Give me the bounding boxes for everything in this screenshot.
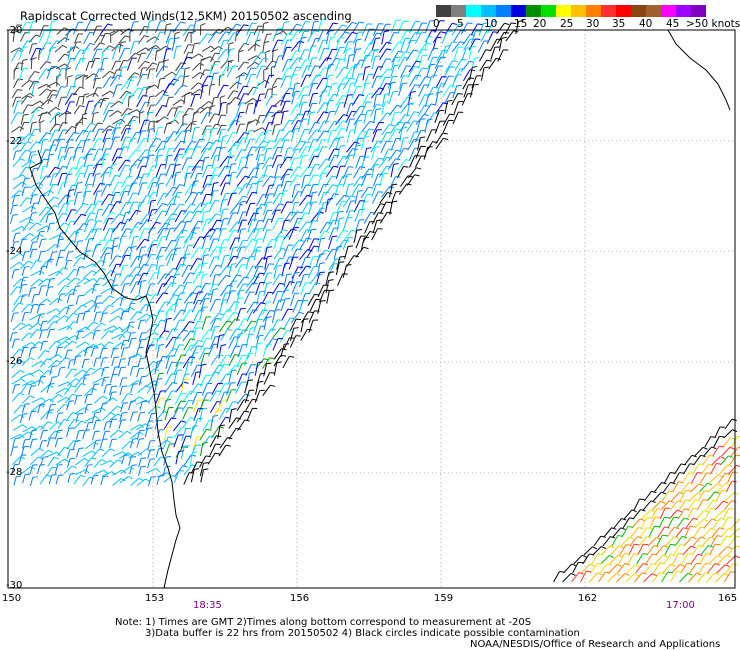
lon-label: 162 [578, 593, 598, 604]
legend-swatches [436, 5, 736, 17]
footnote-credit: NOAA/NESDIS/Office of Research and Appli… [470, 639, 721, 650]
legend-label: 35 [612, 18, 626, 30]
legend-swatch [616, 5, 631, 17]
legend-swatch [496, 5, 511, 17]
legend-label: >50 knots [686, 18, 740, 30]
chart-title: Rapidscat Corrected Winds(12.5KM) 201505… [20, 9, 352, 23]
legend-swatch [466, 5, 481, 17]
lat-label: -22 [6, 136, 23, 147]
legend-label: 0 [433, 18, 440, 30]
legend-labels: 0 5 10 15 20 25 30 35 40 45 >50 knots [433, 17, 740, 31]
legend-swatch [571, 5, 586, 17]
sea-wind-barbs [10, 18, 524, 485]
legend-label: 5 [457, 18, 464, 30]
swath-time-label: 17:00 [666, 600, 695, 611]
lon-label: 153 [145, 593, 165, 604]
new-caledonia-outline [667, 29, 731, 111]
land-wind-barbs [9, 21, 288, 487]
legend-label: 15 [514, 18, 528, 30]
lon-label: 159 [434, 593, 454, 604]
second-swath-barbs [553, 418, 740, 583]
legend-swatch [631, 5, 646, 17]
legend-swatch [451, 5, 466, 17]
legend-label: 25 [560, 18, 574, 30]
legend-swatch [661, 5, 676, 17]
legend-swatch [511, 5, 526, 17]
legend-swatch [436, 5, 451, 17]
legend-swatch [586, 5, 601, 17]
lat-label: -24 [6, 246, 23, 257]
legend-swatch [601, 5, 616, 17]
legend-swatch [691, 5, 706, 17]
legend-label: 20 [533, 18, 547, 30]
coastline [29, 149, 181, 589]
legend-swatch [646, 5, 661, 17]
lon-label: 156 [290, 593, 310, 604]
lat-label: -26 [6, 356, 23, 367]
lat-label: -30 [6, 580, 23, 591]
legend-swatch [676, 5, 691, 17]
legend-label: 40 [639, 18, 653, 30]
lon-label: 165 [718, 593, 738, 604]
lat-label: -28 [6, 467, 23, 478]
lat-label: -20 [6, 25, 23, 36]
footnote-line-1: Note: 1) Times are GMT 2)Times along bot… [115, 617, 532, 628]
legend-label: 10 [484, 18, 498, 30]
map-frame [7, 29, 736, 589]
footnote-line-2: 3)Data buffer is 22 hrs from 20150502 4)… [145, 628, 580, 639]
legend-swatch [556, 5, 571, 17]
legend-swatch [481, 5, 496, 17]
legend-swatch [541, 5, 556, 17]
legend-label: 30 [586, 18, 600, 30]
swath-time-label: 18:35 [193, 600, 222, 611]
legend-swatch [526, 5, 541, 17]
legend-label: 45 [666, 18, 680, 30]
color-legend: 0 5 10 15 20 25 30 35 40 45 >50 knots [433, 5, 740, 31]
lon-label: 150 [2, 593, 22, 604]
